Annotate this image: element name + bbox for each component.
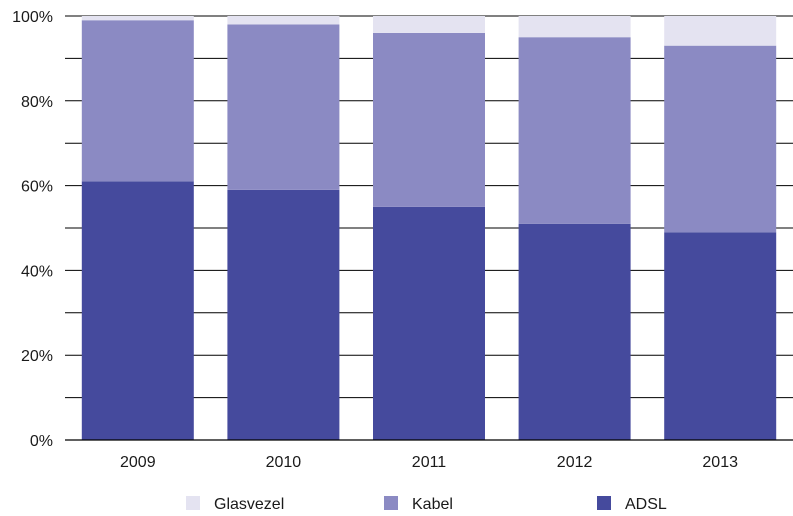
y-tick-label: 0%: [30, 433, 53, 450]
bar-segment-glasvezel-2011: [373, 16, 485, 33]
bar-segment-kabel-2012: [518, 37, 631, 224]
bar-segment-adsl-2013: [664, 232, 777, 440]
bars: [81, 16, 777, 441]
bar-segment-glasvezel-2010: [227, 16, 340, 25]
bar-segment-adsl-2012: [518, 223, 631, 440]
y-tick-label: 60%: [21, 179, 53, 196]
bar-segment-adsl-2009: [81, 181, 194, 441]
legend-label-kabel: Kabel: [412, 496, 453, 513]
legend-label-glasvezel: Glasvezel: [214, 496, 284, 513]
y-tick-label: 80%: [21, 94, 53, 111]
bar-segment-adsl-2011: [373, 206, 485, 440]
y-axis: 0% 20% 40% 60% 80% 100%: [12, 9, 53, 450]
bar-segment-glasvezel-2012: [518, 16, 631, 38]
bar-segment-kabel-2013: [664, 45, 777, 233]
y-tick-label: 20%: [21, 348, 53, 365]
legend-swatch-adsl: [597, 496, 611, 510]
bar-segment-kabel-2010: [227, 24, 340, 190]
x-axis: 2009 2010 2011 2012 2013: [65, 439, 793, 471]
y-tick-label: 40%: [21, 263, 53, 280]
bar-segment-adsl-2010: [227, 189, 340, 440]
legend-swatch-kabel: [384, 496, 398, 510]
y-tick-label: 100%: [12, 9, 53, 26]
bar-segment-kabel-2009: [81, 20, 194, 182]
bar-segment-glasvezel-2013: [664, 16, 777, 46]
bar-segment-kabel-2011: [373, 32, 485, 207]
x-tick-label: 2012: [557, 454, 593, 471]
x-tick-label: 2010: [266, 454, 302, 471]
bar-segment-glasvezel-2009: [81, 16, 194, 21]
x-tick-label: 2013: [702, 454, 738, 471]
x-tick-label: 2011: [412, 454, 447, 471]
x-tick-label: 2009: [120, 454, 156, 471]
legend: Glasvezel Kabel ADSL: [186, 496, 667, 513]
legend-label-adsl: ADSL: [625, 496, 667, 513]
legend-swatch-glasvezel: [186, 496, 200, 510]
